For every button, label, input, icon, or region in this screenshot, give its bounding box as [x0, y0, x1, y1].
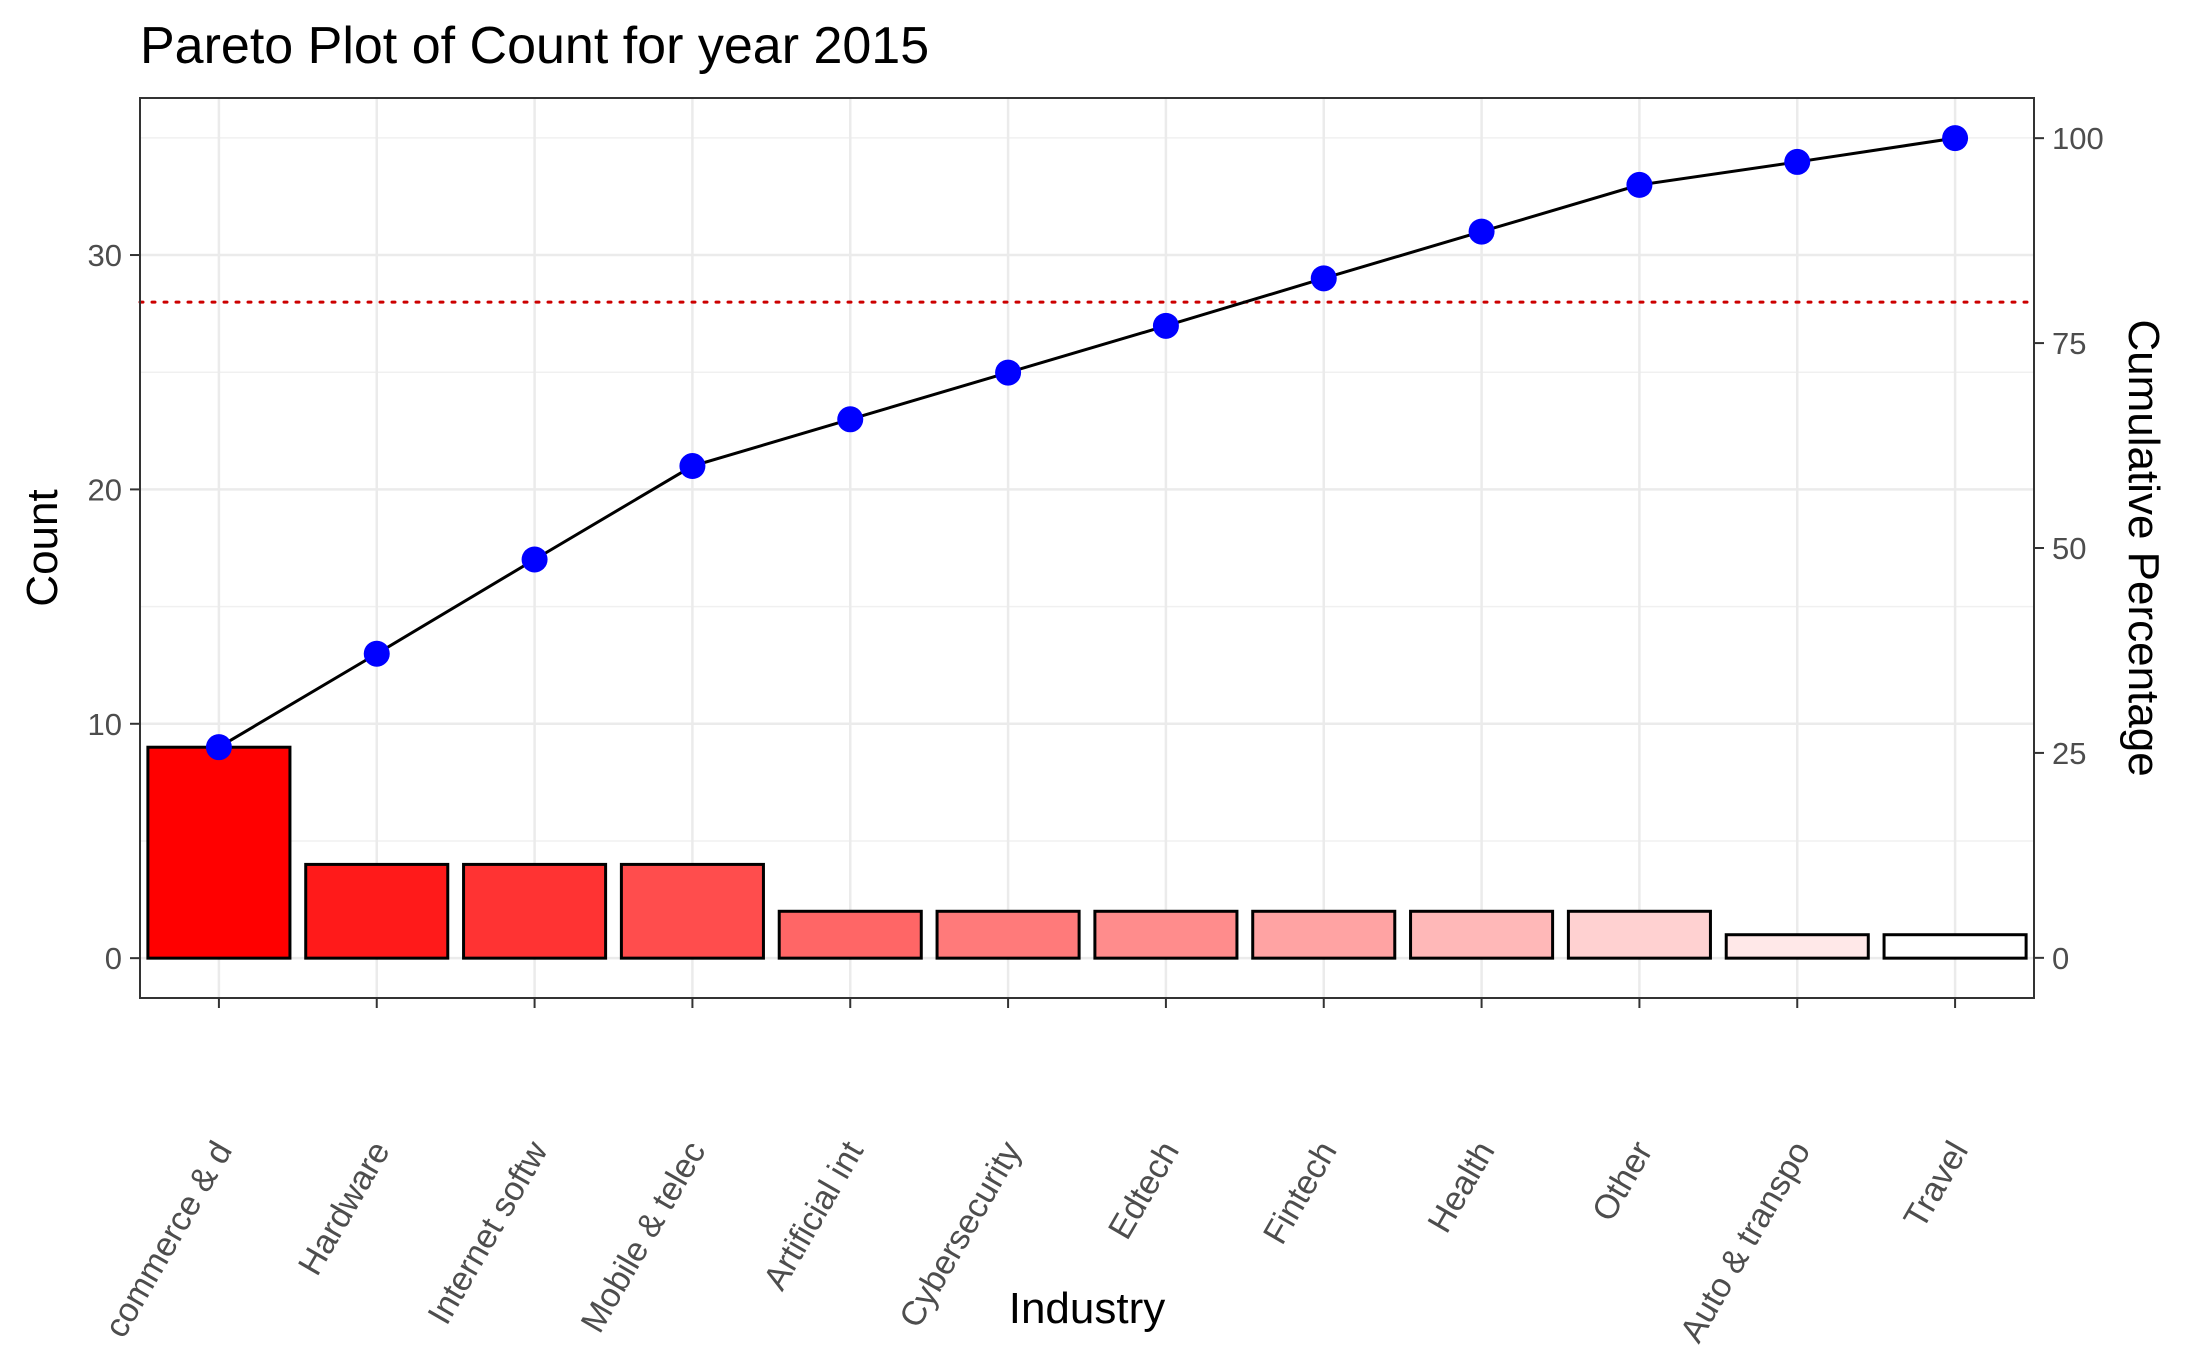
cumulative-point: [1626, 171, 1653, 198]
chart-title: Pareto Plot of Count for year 2015: [140, 17, 929, 75]
cumulative-point: [1152, 312, 1179, 339]
cumulative-point: [363, 640, 390, 667]
bar: [1409, 909, 1555, 960]
cumulative-point: [679, 453, 706, 480]
y2-tick-label: 75: [2052, 326, 2086, 361]
bar: [1882, 933, 2028, 960]
cumulative-point: [1942, 125, 1969, 152]
bar: [1093, 909, 1239, 960]
grid-layer: [140, 98, 2034, 998]
y2-tick-label: 100: [2052, 121, 2104, 156]
bar: [1566, 909, 1712, 960]
bar: [1724, 933, 1870, 960]
bar: [304, 862, 450, 960]
y2-tick-label: 0: [2052, 941, 2069, 976]
cumulative-point: [1310, 265, 1337, 292]
bar: [935, 909, 1081, 960]
bar: [1251, 909, 1397, 960]
bar: [777, 909, 923, 960]
cumulative-point: [521, 546, 548, 573]
cumulative-point: [205, 734, 232, 761]
cumulative-point: [1468, 218, 1495, 245]
cumulative-point: [1784, 148, 1811, 175]
y2-tick-label: 50: [2052, 531, 2086, 566]
y2-axis-title: Cumulative Percentage: [2119, 319, 2168, 776]
cumulative-line: [218, 136, 1956, 749]
cumulative-point: [837, 406, 864, 433]
bar-layer: [146, 745, 2028, 960]
bar: [619, 862, 765, 960]
y-tick-label: 10: [88, 707, 122, 742]
cumulative-line-layer: [218, 136, 1956, 749]
bar: [462, 862, 608, 960]
cumulative-point: [995, 359, 1022, 386]
cumulative-points-layer: [205, 125, 1969, 761]
x-axis-title: Industry: [1009, 1284, 1166, 1333]
y-tick-label: 20: [88, 472, 122, 507]
y-tick-label: 30: [88, 238, 122, 273]
y2-tick-label: 25: [2052, 736, 2086, 771]
y-tick-label: 0: [105, 941, 122, 976]
y-axis-title: Count: [18, 489, 67, 606]
bar: [146, 745, 292, 960]
